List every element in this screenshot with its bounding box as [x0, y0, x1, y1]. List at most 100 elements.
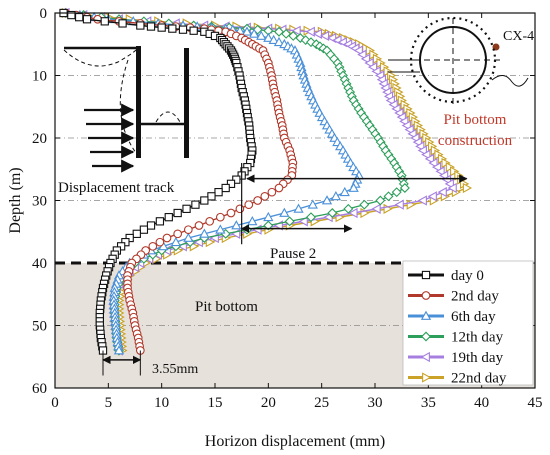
data-point — [263, 211, 274, 222]
legend: day 0 2nd day 6th day 12th day 19th day 22nd … — [402, 260, 534, 387]
retaining-wall-right — [184, 48, 189, 158]
data-point — [113, 345, 125, 355]
data-point — [256, 30, 267, 40]
legend-item: day 0 — [408, 268, 484, 284]
data-point — [431, 162, 442, 173]
x-tick-label: 35 — [421, 395, 436, 411]
data-point — [173, 229, 183, 239]
data-point — [155, 237, 165, 247]
legend-label: 19th day — [451, 350, 504, 366]
retaining-wall-schematic — [63, 46, 189, 173]
pit-construction-label-line2: construction — [438, 133, 513, 149]
data-point — [288, 30, 299, 41]
retaining-wall — [136, 46, 141, 158]
data-point — [420, 351, 430, 363]
data-point — [75, 13, 84, 22]
cx-label: CX-4 — [503, 29, 534, 44]
x-tick-label: 25 — [314, 395, 329, 411]
data-point — [312, 28, 323, 39]
x-tick-label: 15 — [208, 395, 223, 411]
data-point — [205, 216, 215, 226]
data-point — [371, 203, 381, 214]
data-point — [121, 238, 130, 247]
x-tick-label: 30 — [368, 395, 383, 411]
data-point — [148, 241, 158, 251]
data-point — [67, 10, 76, 20]
data-point — [260, 191, 270, 201]
data-point — [447, 182, 457, 194]
data-point — [116, 242, 126, 251]
data-point — [383, 191, 394, 202]
data-point — [183, 225, 193, 235]
data-point — [421, 149, 431, 160]
data-point — [125, 233, 134, 243]
data-point — [367, 62, 378, 73]
data-point — [170, 236, 182, 247]
data-point — [279, 207, 290, 217]
x-tick-label: 40 — [474, 395, 489, 411]
data-point — [182, 204, 191, 213]
data-point — [417, 145, 427, 156]
data-point — [267, 187, 277, 197]
data-point — [421, 270, 431, 280]
legend-item: 22nd day — [408, 371, 507, 387]
legend-label: 22nd day — [451, 371, 507, 387]
data-point — [273, 36, 285, 47]
data-point — [274, 183, 284, 193]
data-point — [306, 212, 316, 223]
legend-label: 6th day — [451, 309, 496, 325]
data-point — [231, 220, 242, 230]
data-point — [93, 14, 103, 24]
data-point — [139, 225, 149, 234]
data-point — [168, 24, 177, 33]
y-tick-label: 10 — [32, 69, 47, 85]
data-point — [132, 229, 141, 238]
data-point — [214, 188, 223, 197]
data-point — [427, 191, 437, 202]
legend-box — [402, 260, 534, 386]
data-point — [293, 203, 304, 213]
data-point — [244, 200, 254, 210]
data-point — [194, 221, 204, 230]
data-point — [164, 213, 173, 222]
data-point — [155, 217, 165, 226]
data-point — [235, 204, 245, 214]
data-point — [263, 32, 274, 42]
data-point — [435, 166, 445, 177]
pause-label: Pause 2 — [270, 246, 316, 262]
x-tick-label: 10 — [154, 395, 169, 411]
data-point — [183, 232, 194, 242]
data-point — [268, 34, 279, 44]
y-tick-label: 0 — [40, 6, 48, 22]
data-point — [375, 195, 386, 206]
data-point — [339, 186, 350, 197]
inclinometer-schematic — [388, 16, 529, 104]
y-tick-label: 30 — [32, 194, 47, 210]
data-point — [248, 28, 260, 38]
data-point — [241, 26, 253, 36]
y-tick-label: 60 — [32, 381, 47, 397]
data-point — [357, 49, 367, 60]
legend-label: 2nd day — [451, 289, 499, 305]
data-point — [327, 208, 338, 218]
data-point — [215, 224, 226, 234]
data-point — [343, 203, 354, 214]
data-point — [215, 212, 225, 222]
x-tick-label: 45 — [528, 395, 543, 411]
data-point — [330, 191, 342, 201]
data-point — [253, 196, 263, 205]
data-point — [191, 200, 200, 209]
legend-item: 19th day — [408, 350, 504, 366]
data-point — [146, 22, 156, 31]
data-point — [100, 17, 109, 26]
data-point — [189, 26, 198, 35]
data-point — [424, 153, 435, 164]
legend-label: 12th day — [451, 330, 504, 346]
data-point — [420, 310, 432, 320]
data-point — [421, 331, 431, 342]
data-point — [281, 28, 292, 39]
data-point — [462, 182, 473, 194]
data-point — [173, 208, 182, 218]
pit-bottom-label: Pit bottom — [195, 299, 258, 315]
